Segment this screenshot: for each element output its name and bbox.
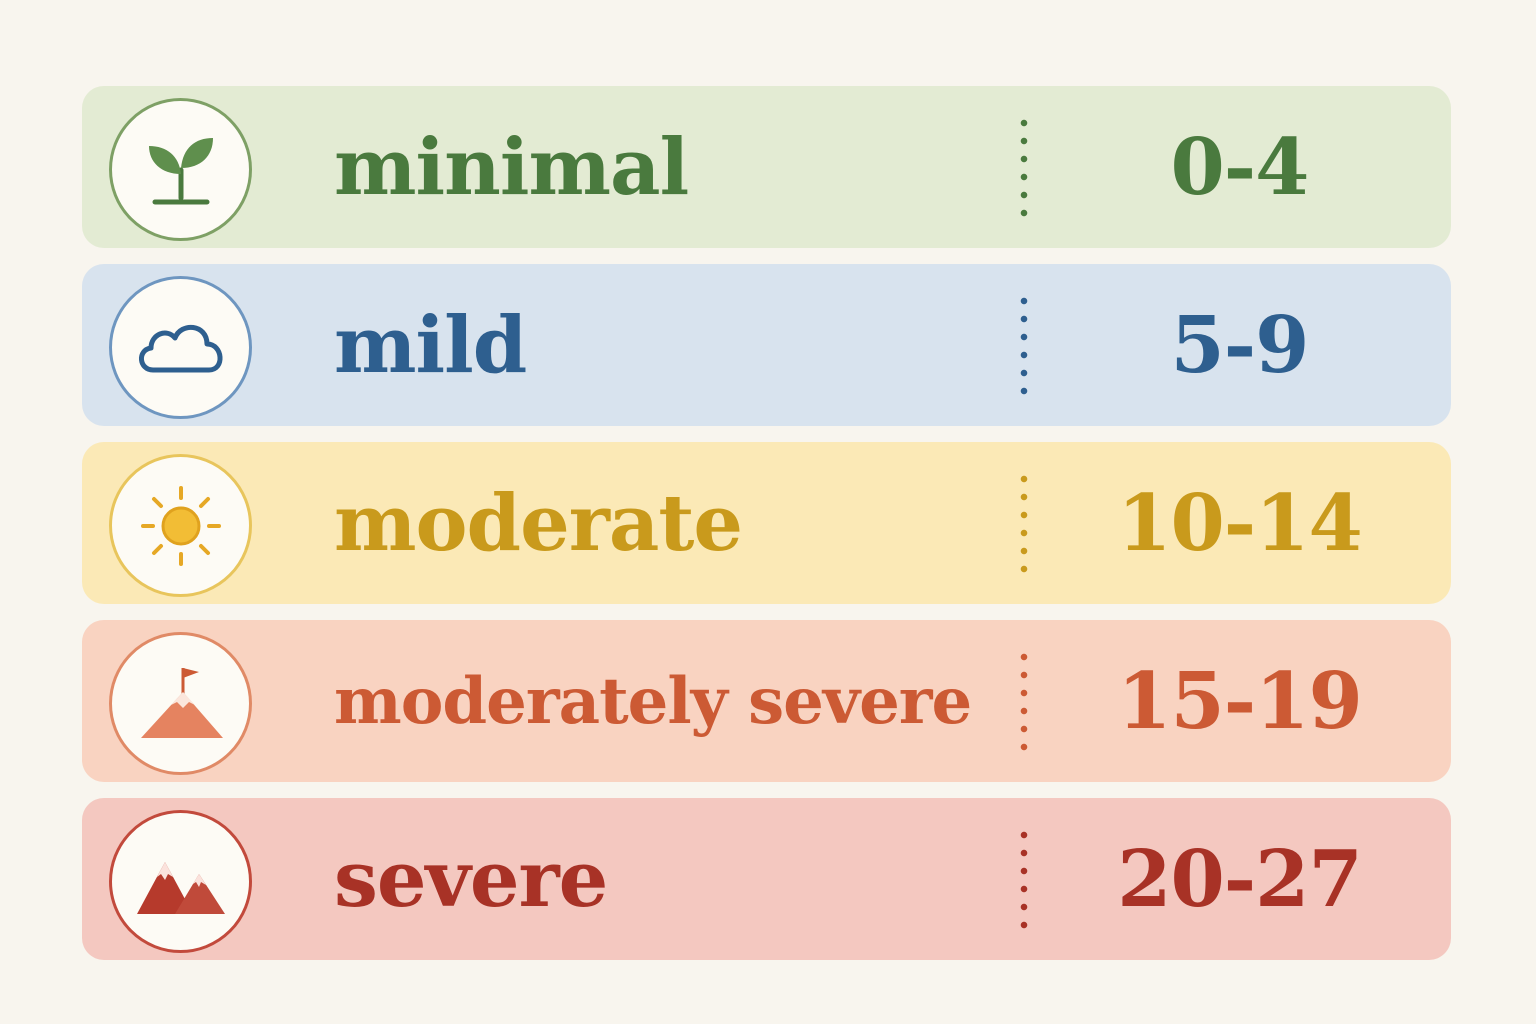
score-range: 0-4 [1170,121,1310,213]
severity-row-minimal: minimal 0-4 [82,86,1451,248]
dotted-divider [1020,114,1028,224]
score-range: 15-19 [1117,655,1362,747]
severity-row-severe: severe 20-27 [82,798,1451,960]
cloud-icon [109,276,252,419]
severity-label: minimal [334,121,689,213]
severity-row-mild: mild 5-9 [82,264,1451,426]
severity-row-moderate: moderate 10-14 [82,442,1451,604]
score-range: 5-9 [1170,299,1310,391]
mountains-icon [109,810,252,953]
severity-label: moderate [334,477,743,569]
score-range: 10-14 [1117,477,1362,569]
dotted-divider [1020,648,1028,758]
dotted-divider [1020,292,1028,402]
severity-label: moderately severe [334,663,972,739]
sprout-icon [109,98,252,241]
dotted-divider [1020,826,1028,936]
severity-label: severe [334,833,608,925]
mountain-flag-icon [109,632,252,775]
dotted-divider [1020,470,1028,580]
sun-icon [109,454,252,597]
severity-row-moderately-severe: moderately severe 15-19 [82,620,1451,782]
severity-label: mild [334,299,527,391]
severity-list: minimal 0-4 mild 5-9 [82,86,1451,976]
score-range: 20-27 [1117,833,1362,925]
